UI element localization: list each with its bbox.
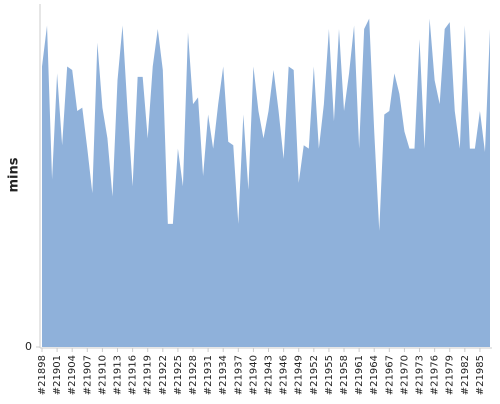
x-tick-label: #21916 (128, 355, 139, 395)
x-tick-label: #21907 (82, 355, 93, 395)
x-tick-label: #21910 (97, 355, 108, 395)
x-tick-label: #21946 (279, 355, 290, 395)
x-tick-label: #21976 (430, 355, 441, 395)
x-tick-label: #21913 (113, 355, 124, 395)
x-tick-label: #21940 (248, 355, 259, 395)
x-tick-label: #21943 (264, 355, 275, 395)
x-tick-label: #21925 (173, 355, 184, 395)
x-tick-label: #21970 (399, 355, 410, 395)
x-tick-label: #21952 (309, 355, 320, 395)
y-tick-label: 0 (25, 340, 32, 353)
x-tick-label: #21985 (475, 355, 486, 395)
x-tick-label: #21898 (37, 355, 48, 395)
area (42, 18, 490, 348)
x-tick-label: #21904 (67, 355, 78, 395)
x-tick-label: #21919 (143, 355, 154, 395)
x-tick-label: #21949 (294, 355, 305, 395)
x-tick-label: #21973 (415, 355, 426, 395)
x-tick-label: #21982 (460, 355, 471, 395)
x-tick-label: #21961 (354, 355, 365, 395)
x-tick-label: #21928 (188, 355, 199, 395)
x-tick-label: #21979 (445, 355, 456, 395)
x-tick-label: #21937 (233, 355, 244, 395)
x-tick-label: #21922 (158, 355, 169, 395)
x-tick-label: #21967 (384, 355, 395, 395)
x-tick-label: #21964 (369, 355, 380, 395)
x-tick-label: #21931 (203, 355, 214, 395)
x-tick-label: #21958 (339, 355, 350, 395)
x-tick-label: #21934 (218, 355, 229, 395)
x-tick-label: #21955 (324, 355, 335, 395)
x-tick-label: #21901 (52, 355, 63, 395)
y-axis-label: mins (7, 157, 22, 192)
